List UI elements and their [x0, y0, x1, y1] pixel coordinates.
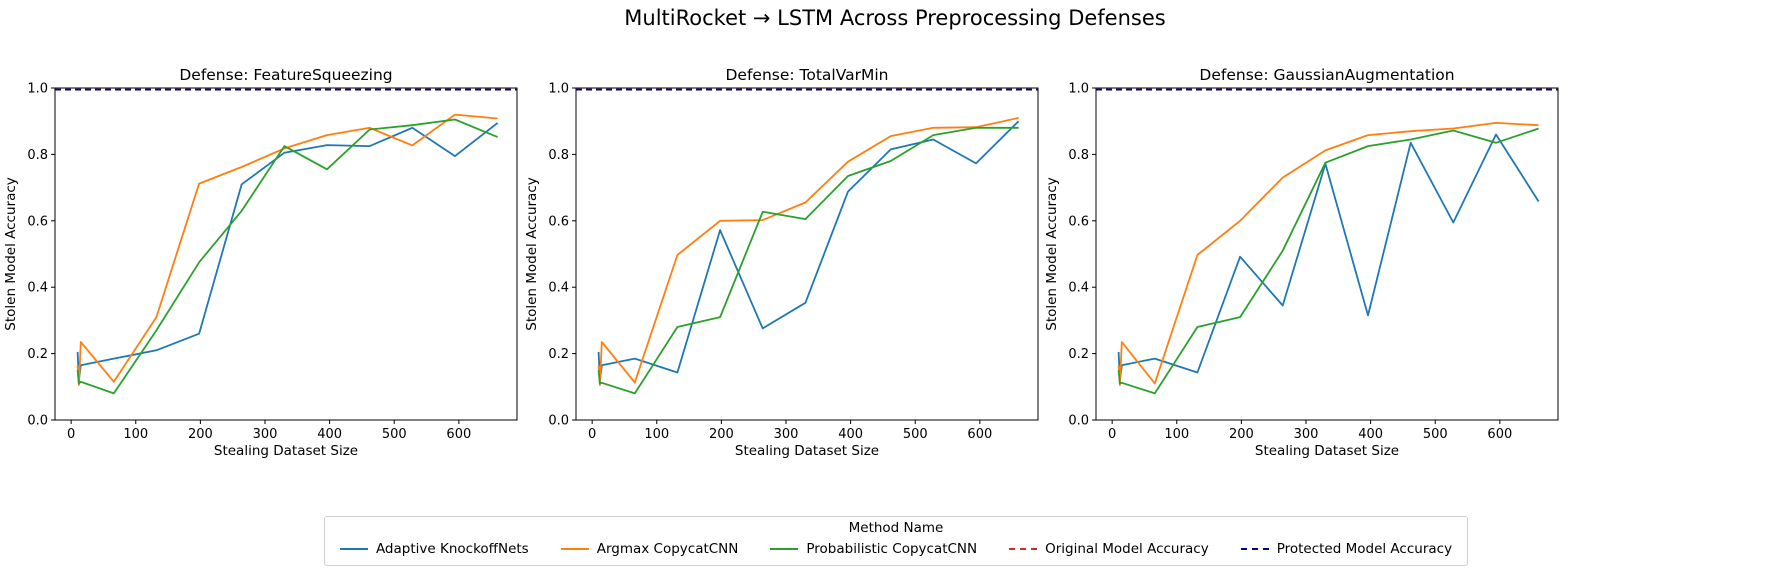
x-tick-label: 400	[1358, 427, 1383, 442]
legend-label: Protected Model Accuracy	[1276, 541, 1453, 557]
legend-item-original-model-accuracy: Original Model Accuracy	[1009, 541, 1209, 557]
axes-frame	[575, 87, 1039, 421]
y-tick-label: 0.8	[27, 148, 48, 163]
y-tick-label: 0.0	[548, 414, 569, 429]
subplot-gaussianaugmentation: Defense: GaussianAugmentation 0 100 200 300 4…	[1044, 66, 1559, 459]
legend-item-probabilistic-copycatcnn: Probabilistic CopycatCNN	[770, 541, 977, 557]
legend-label: Original Model Accuracy	[1045, 541, 1209, 557]
y-tick-label: 1.0	[548, 82, 569, 97]
x-tick-label: 100	[123, 427, 148, 442]
series-line-argmax-copycatcnn	[1117, 122, 1539, 387]
x-tick-label: 300	[1294, 427, 1319, 442]
series-line-probabilistic-copycatcnn	[1117, 127, 1539, 395]
y-tick-label: 0.4	[548, 281, 569, 296]
series-line-adaptive-knockoffnets	[76, 122, 499, 382]
series-line-probabilistic-copycatcnn	[76, 118, 498, 395]
y-tick-label: 0.6	[1068, 214, 1089, 229]
x-axis-label: Stealing Dataset Size	[735, 443, 879, 459]
x-tick-label: 500	[1423, 427, 1448, 442]
x-axis-label: Stealing Dataset Size	[1255, 443, 1399, 459]
series-line-argmax-copycatcnn	[597, 117, 1019, 387]
legend-item-protected-model-accuracy: Protected Model Accuracy	[1240, 541, 1453, 557]
subplot-featuresqueezing: Defense: FeatureSqueezing 0 100 200 300 400 50…	[3, 66, 518, 459]
y-tick-label: 1.0	[1068, 82, 1089, 97]
series-line-argmax-copycatcnn	[76, 113, 498, 387]
legend-label: Adaptive KnockoffNets	[375, 541, 529, 557]
y-tick-label: 0.4	[1068, 281, 1089, 296]
x-tick-label: 600	[967, 427, 992, 442]
x-tick-label: 0	[588, 427, 596, 442]
series-line-adaptive-knockoffnets	[1117, 133, 1540, 382]
x-tick-label: 500	[382, 427, 407, 442]
y-axis-label: Stolen Model Accuracy	[1044, 177, 1060, 330]
x-tick-label: 100	[1164, 427, 1189, 442]
y-tick-label: 0.0	[27, 414, 48, 429]
legend-swatch	[770, 548, 799, 550]
legend-label: Probabilistic CopycatCNN	[806, 541, 978, 557]
series-line-probabilistic-copycatcnn	[597, 126, 1019, 395]
legend-swatch	[560, 548, 589, 550]
x-tick-label: 0	[1108, 427, 1116, 442]
legend-label: Argmax CopycatCNN	[596, 541, 739, 557]
legend: Method Name Adaptive KnockoffNets Argmax…	[324, 516, 1468, 566]
y-tick-label: 0.2	[1068, 347, 1089, 362]
x-tick-label: 100	[644, 427, 669, 442]
legend-items: Adaptive KnockoffNets Argmax CopycatCNN …	[325, 541, 1467, 557]
x-tick-label: 500	[903, 427, 928, 442]
axes-frame	[54, 87, 518, 421]
x-axis-label: Stealing Dataset Size	[214, 443, 358, 459]
x-tick-label: 600	[446, 427, 471, 442]
y-tick-label: 0.6	[548, 214, 569, 229]
x-tick-label: 200	[709, 427, 734, 442]
y-tick-label: 0.2	[548, 347, 569, 362]
subplot-title: Defense: GaussianAugmentation	[1199, 66, 1454, 84]
legend-title: Method Name	[848, 520, 944, 536]
x-tick-label: 400	[317, 427, 342, 442]
y-tick-label: 0.8	[1068, 148, 1089, 163]
x-tick-label: 600	[1487, 427, 1512, 442]
y-tick-label: 1.0	[27, 82, 48, 97]
subplot-totalvarmin: Defense: TotalVarMin 0 100 200 300 400 500 600 0…	[524, 66, 1039, 459]
legend-swatch	[1240, 548, 1269, 550]
legend-item-argmax-copycatcnn: Argmax CopycatCNN	[560, 541, 739, 557]
y-tick-label: 0.8	[548, 148, 569, 163]
y-tick-label: 0.6	[27, 214, 48, 229]
x-tick-label: 200	[1229, 427, 1254, 442]
y-tick-label: 0.4	[27, 281, 48, 296]
series-line-adaptive-knockoffnets	[597, 120, 1020, 382]
x-tick-label: 300	[774, 427, 799, 442]
x-tick-label: 200	[188, 427, 213, 442]
x-tick-label: 400	[838, 427, 863, 442]
axes-frame	[1095, 87, 1559, 421]
subplot-title: Defense: TotalVarMin	[725, 66, 888, 84]
legend-item-adaptive-knockoffnets: Adaptive KnockoffNets	[339, 541, 529, 557]
x-tick-label: 0	[67, 427, 75, 442]
subplot-title: Defense: FeatureSqueezing	[179, 66, 392, 84]
figure-title: MultiRocket → LSTM Across Preprocessing …	[624, 6, 1166, 30]
y-axis-label: Stolen Model Accuracy	[3, 177, 19, 330]
y-tick-label: 0.0	[1068, 414, 1089, 429]
x-tick-label: 300	[253, 427, 278, 442]
legend-swatch	[1009, 548, 1038, 550]
y-axis-label: Stolen Model Accuracy	[524, 177, 540, 330]
legend-swatch	[339, 548, 368, 550]
y-tick-label: 0.2	[27, 347, 48, 362]
